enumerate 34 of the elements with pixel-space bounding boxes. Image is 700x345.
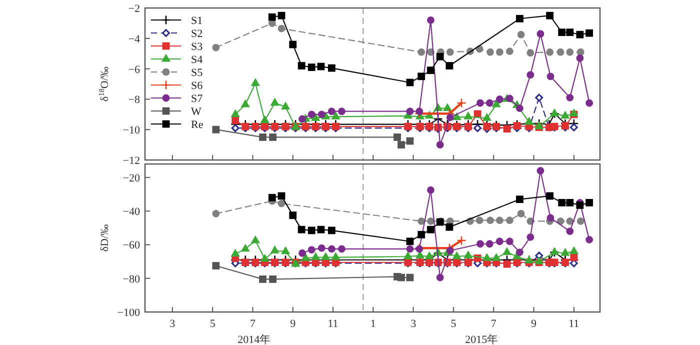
x-tick-label: 5 bbox=[450, 318, 457, 330]
x-tick-label: 11 bbox=[328, 318, 338, 330]
x-tick-label: 1 bbox=[370, 318, 376, 330]
x-tick-label: 3 bbox=[170, 318, 176, 330]
y-tick-label: −40 bbox=[122, 206, 140, 218]
legend-label: S6 bbox=[191, 80, 204, 92]
legend-label: S2 bbox=[191, 28, 203, 40]
x-tick-label: 9 bbox=[531, 318, 538, 330]
y-tick-label: −12 bbox=[122, 155, 140, 167]
y-tick-label: −60 bbox=[122, 240, 140, 252]
y-tick-label: −8 bbox=[128, 94, 140, 106]
y-tick-label: −4 bbox=[128, 33, 140, 46]
y-tick-label: −80 bbox=[122, 273, 140, 286]
y-tick-label: −100 bbox=[117, 307, 140, 319]
y-tick-label: −10 bbox=[122, 124, 140, 137]
legend-label: Re bbox=[191, 119, 204, 131]
x-tick-label: 7 bbox=[250, 318, 256, 330]
x-tick-label: 9 bbox=[290, 318, 296, 330]
legend-label: W bbox=[191, 106, 202, 118]
y-tick-label: −20 bbox=[122, 172, 140, 184]
y-tick-label: −6 bbox=[128, 64, 140, 76]
legend-label: S4 bbox=[191, 54, 204, 66]
text: 2015年 bbox=[465, 334, 498, 345]
y-tick-label: −2 bbox=[128, 3, 140, 15]
legend-label: S1 bbox=[191, 15, 203, 27]
x-tick-label: 7 bbox=[490, 318, 497, 330]
x-tick-label: 3 bbox=[410, 318, 417, 330]
y-axis-title: δD/‰ bbox=[99, 224, 111, 252]
text: 2014年 bbox=[238, 334, 271, 345]
legend-label: S7 bbox=[191, 93, 204, 105]
legend-label: S3 bbox=[191, 41, 204, 53]
x-tick-label: 5 bbox=[210, 318, 216, 330]
x-tick-label: 11 bbox=[568, 318, 580, 330]
legend-label: S5 bbox=[191, 67, 204, 79]
